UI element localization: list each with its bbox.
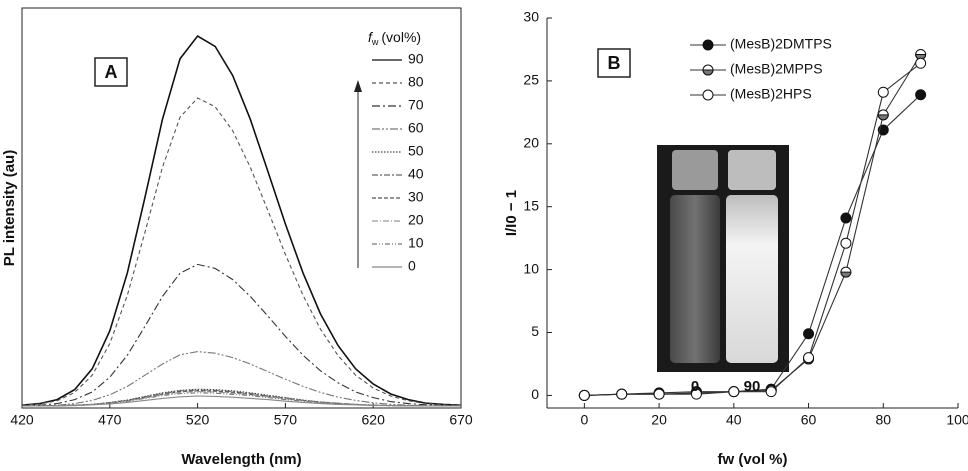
legend-label: 0 xyxy=(408,258,416,274)
marker xyxy=(702,89,714,101)
y-tick-label: 15 xyxy=(523,197,539,213)
panel-label-box xyxy=(597,48,631,78)
marker xyxy=(915,57,927,69)
plot-frame xyxy=(21,7,462,409)
marker xyxy=(840,266,852,278)
marker xyxy=(702,39,714,51)
x-tick-label: 60 xyxy=(801,412,817,428)
inset-label: 0 xyxy=(691,378,699,395)
panel-label: A xyxy=(105,62,118,82)
marker xyxy=(803,328,815,340)
x-tick-label: 80 xyxy=(875,412,891,428)
legend-label: (MesB)2MPPS xyxy=(730,61,823,77)
series-line xyxy=(22,395,461,407)
marker xyxy=(803,352,815,364)
legend-label: 40 xyxy=(408,166,424,182)
marker xyxy=(578,389,590,401)
panel-label: B xyxy=(608,53,621,73)
y-tick-label: 5 xyxy=(531,323,539,339)
legend-label: 10 xyxy=(408,235,424,251)
x-tick-label: 40 xyxy=(726,412,742,428)
x-axis-label: fw (vol %) xyxy=(718,451,788,468)
marker xyxy=(728,386,740,398)
x-tick-label: 620 xyxy=(362,412,386,428)
x-tick-label: 570 xyxy=(274,412,298,428)
marker-bottom xyxy=(877,114,889,121)
series-line xyxy=(584,94,922,396)
marker xyxy=(877,86,889,98)
panel: 420 470 520 570 620 670 Wavelength (nm) PL inte… xyxy=(1,7,473,468)
x-tick-label: 420 xyxy=(10,412,34,428)
series-line xyxy=(21,34,462,406)
marker xyxy=(616,388,628,400)
x-tick-label: 100 xyxy=(946,412,968,428)
marker xyxy=(702,64,714,76)
legend-label: 90 xyxy=(408,51,424,67)
x-tick-label: 670 xyxy=(449,412,473,428)
legend-label: (MesB)2HPS xyxy=(730,86,812,102)
x-tick-label: 0 xyxy=(580,412,588,428)
x-tick-label: 20 xyxy=(651,412,667,428)
series-line xyxy=(584,62,921,396)
legend-title: fw (vol%) xyxy=(368,29,421,48)
y-tick-label: 0 xyxy=(531,386,539,402)
legend-label: 20 xyxy=(408,212,424,228)
marker xyxy=(653,388,665,400)
arrow-head xyxy=(354,80,362,92)
series-line xyxy=(21,263,461,407)
legend-label: 60 xyxy=(408,120,424,136)
x-axis-label: Wavelength (nm) xyxy=(181,451,301,468)
y-tick-label: 20 xyxy=(523,135,539,151)
panel: 0 20 40 60 80 100 0 5 10 15 20 25 30 fw (vol %) I/I0 −… xyxy=(503,9,968,468)
y-axis-label: PL intensity (au) xyxy=(1,150,18,266)
series-line xyxy=(21,97,462,406)
series-line xyxy=(21,351,462,407)
y-tick-label: 10 xyxy=(523,260,539,276)
y-axis-label: I/I0 − 1 xyxy=(503,190,520,236)
legend-label: 80 xyxy=(408,74,424,90)
marker xyxy=(840,212,852,224)
legend-label: 30 xyxy=(408,189,424,205)
marker xyxy=(877,109,889,121)
legend-title-rest: (vol%) xyxy=(381,29,421,45)
legend-label: 50 xyxy=(408,143,424,159)
marker xyxy=(840,237,852,249)
panel-label-box xyxy=(94,57,128,87)
marker xyxy=(915,48,927,60)
marker xyxy=(690,388,702,400)
x-tick-label: 470 xyxy=(98,412,122,428)
marker xyxy=(765,386,777,398)
y-tick-label: 25 xyxy=(523,72,539,88)
legend-title-main: f xyxy=(368,29,374,45)
inset-photo xyxy=(657,145,789,372)
legend-label: 70 xyxy=(408,97,424,113)
marker xyxy=(915,89,927,101)
marker-bottom xyxy=(840,271,852,278)
marker-bottom xyxy=(702,69,714,76)
y-tick-label: 30 xyxy=(523,9,539,25)
legend-label: (MesB)2DMTPS xyxy=(730,36,832,52)
legend-title-sub: w xyxy=(371,37,379,47)
x-tick-label: 520 xyxy=(186,412,210,428)
inset-label: 90 xyxy=(744,378,761,395)
